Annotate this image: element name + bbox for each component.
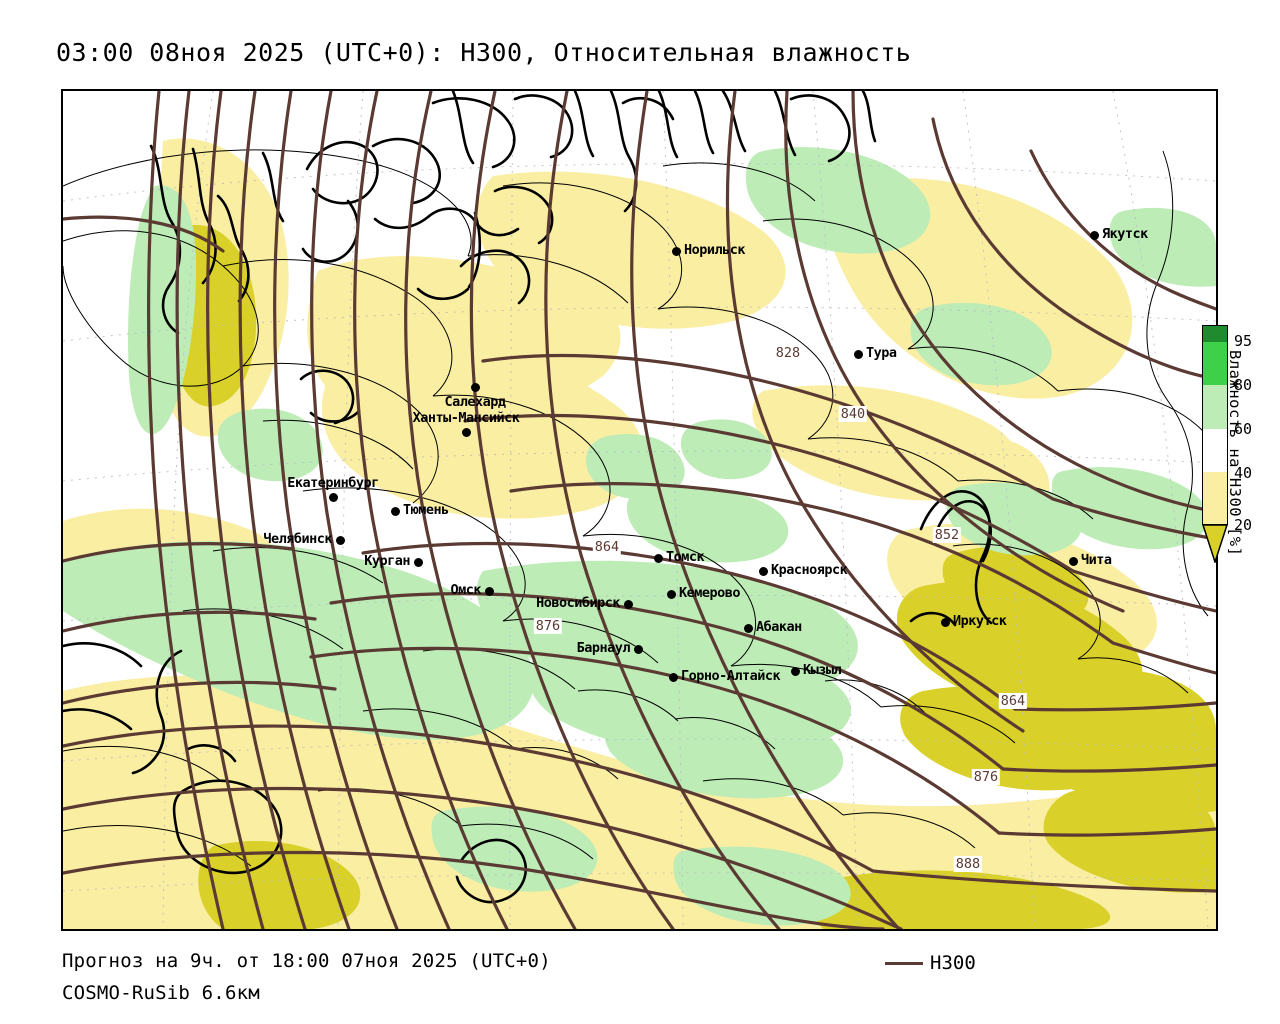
city-dot: [671, 246, 681, 256]
city-label: Ханты-Мансийск: [412, 410, 520, 426]
colorbar-gradient: [1202, 325, 1228, 525]
colorbar-segment-40-60: [1203, 428, 1227, 473]
colorbar-tick-60: 60: [1234, 420, 1253, 438]
city-dot: [470, 382, 480, 392]
city-label: Кызыл: [803, 662, 842, 678]
city-label: Горно-Алтайск: [681, 668, 781, 684]
city-dot: [1068, 556, 1078, 566]
city-label: Салехард: [444, 394, 506, 410]
city-dot: [666, 589, 676, 599]
colorbar-segment-20-40: [1203, 472, 1227, 524]
city-label: Чита: [1081, 552, 1112, 568]
map-graphics: [63, 91, 1216, 929]
city-dot: [853, 349, 863, 359]
city-label: Омск: [450, 582, 481, 598]
city-label: Кемерово: [679, 585, 741, 601]
contour-label: 876: [971, 769, 1001, 785]
colorbar-axis-label: Влажность на H300 [%]: [1226, 350, 1244, 557]
city-dot: [653, 553, 663, 563]
city-dot: [484, 586, 494, 596]
city-dot: [940, 617, 950, 627]
city-label: Челябинск: [263, 531, 332, 547]
city-label: Новосибирск: [536, 595, 620, 611]
contour-label: 888: [953, 856, 983, 872]
city-label: Курган: [364, 553, 410, 569]
contour-legend-label: H300: [930, 952, 976, 974]
city-label: Иркутск: [953, 613, 1007, 629]
colorbar-segment-80-95: [1203, 341, 1227, 386]
city-label: Томск: [666, 549, 705, 565]
city-dot: [335, 535, 345, 545]
city-label: Якутск: [1102, 226, 1148, 242]
colorbar: 95 80 60 40 20: [1202, 325, 1278, 563]
contour-label: 840: [838, 406, 868, 422]
forecast-info: Прогноз на 9ч. от 18:00 07ноя 2025 (UTC+…: [62, 950, 551, 972]
colorbar-segment-60-80: [1203, 385, 1227, 429]
city-label: Тюмень: [403, 502, 449, 518]
city-label: Абакан: [756, 619, 802, 635]
colorbar-below-20-arrow: [1202, 525, 1228, 563]
contour-legend: H300: [885, 952, 976, 974]
colorbar-tick-20: 20: [1234, 516, 1253, 534]
city-label: Красноярск: [771, 562, 848, 578]
city-label: Норильск: [684, 242, 746, 258]
city-label: Тура: [866, 345, 897, 361]
contour-label: 864: [592, 539, 622, 555]
city-dot: [790, 666, 800, 676]
contour-label: 876: [533, 618, 563, 634]
city-dot: [633, 644, 643, 654]
city-dot: [461, 427, 471, 437]
contour-label: 852: [932, 527, 962, 543]
city-label: Барнаул: [576, 640, 631, 656]
city-dot: [1089, 230, 1099, 240]
city-dot: [413, 557, 423, 567]
city-dot: [668, 672, 678, 682]
colorbar-segment-above-95: [1203, 326, 1227, 342]
city-dot: [328, 492, 338, 502]
contour-label: 828: [773, 345, 803, 361]
city-dot: [390, 506, 400, 516]
city-dot: [743, 623, 753, 633]
contour-label: 864: [998, 693, 1028, 709]
page-title: 03:00 08ноя 2025 (UTC+0): H300, Относите…: [56, 38, 912, 67]
model-info: COSMO-RuSib 6.6км: [62, 982, 260, 1004]
city-dot: [758, 566, 768, 576]
map-canvas[interactable]: 828 840 864 852 876 864 876 888 Якутск Н…: [61, 89, 1218, 931]
colorbar-tick-95: 95: [1234, 332, 1253, 350]
city-label: Екатеринбург: [287, 475, 379, 491]
colorbar-tick-80: 80: [1234, 376, 1253, 394]
colorbar-tick-40: 40: [1234, 464, 1253, 482]
contour-legend-swatch: [885, 961, 923, 965]
city-dot: [623, 599, 633, 609]
